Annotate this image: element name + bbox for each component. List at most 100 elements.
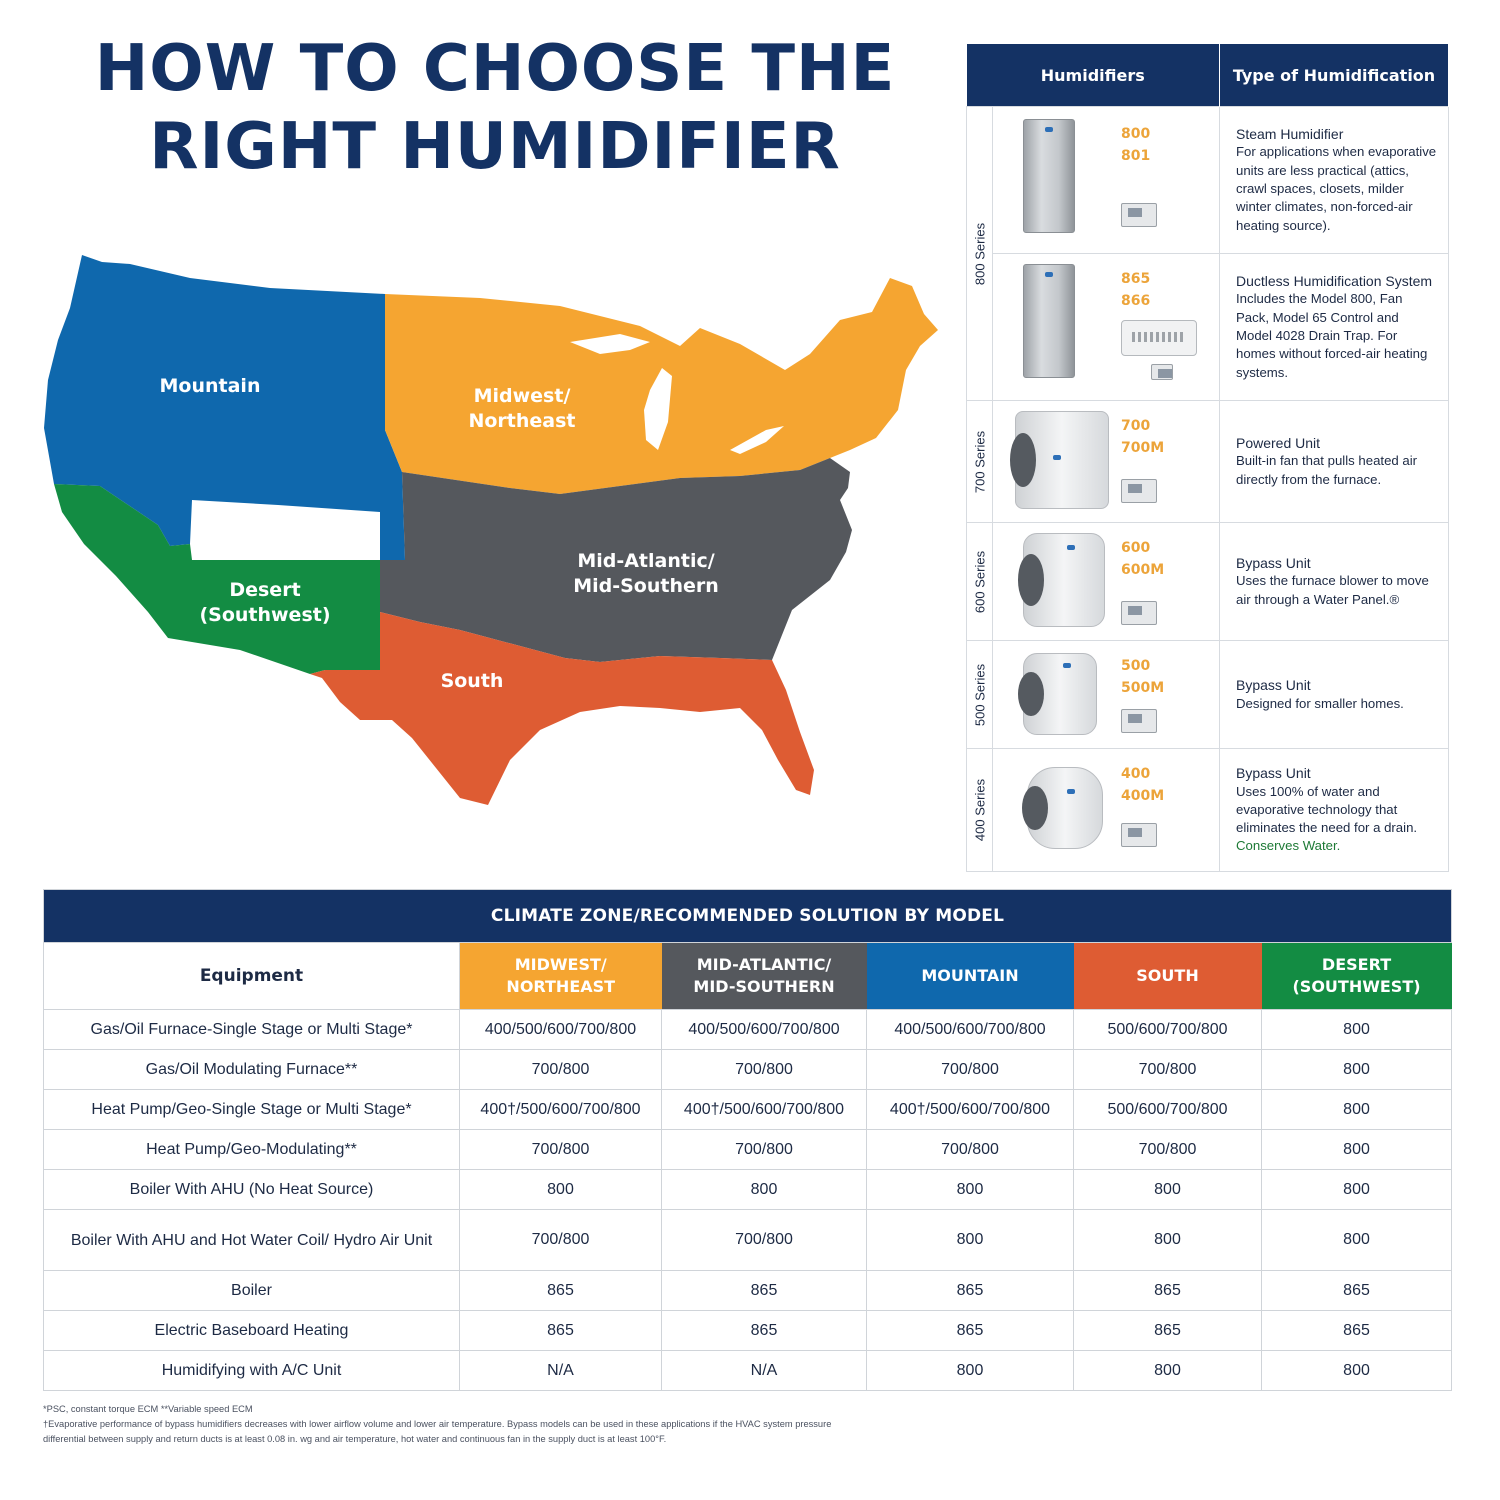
model-cell: 865 bbox=[1260, 1310, 1453, 1351]
brand-badge bbox=[1045, 272, 1053, 277]
model-cell: 700/800 bbox=[866, 1049, 1074, 1090]
model-cell: N/A bbox=[459, 1350, 662, 1391]
series-label: 400 Series bbox=[972, 778, 987, 842]
powered-unit-image bbox=[1010, 411, 1109, 509]
table-row: Gas/Oil Furnace-Single Stage or Multi St… bbox=[43, 1009, 1453, 1050]
equipment-cell: Gas/Oil Furnace-Single Stage or Multi St… bbox=[43, 1009, 460, 1050]
model-cell: 800 bbox=[866, 1350, 1074, 1391]
model-cell: 865 bbox=[1073, 1310, 1262, 1351]
model-numbers: 400 400M bbox=[1121, 763, 1164, 807]
product-image: 400 400M bbox=[993, 749, 1219, 871]
type-name: Bypass Unit bbox=[1236, 765, 1311, 782]
brand-badge bbox=[1067, 789, 1075, 794]
label-midatl-line1: Mid-Atlantic/ bbox=[577, 550, 714, 572]
conserves-water-note: Conserves Water. bbox=[1236, 838, 1341, 854]
label-desert-line2: (Southwest) bbox=[199, 604, 330, 626]
thermostat-image bbox=[1121, 823, 1157, 847]
zone-header-line: NORTHEAST bbox=[506, 977, 616, 996]
model-cell: 800 bbox=[1260, 1049, 1453, 1090]
type-description: Uses 100% of water and evaporative techn… bbox=[1236, 783, 1418, 836]
model-cell: 800 bbox=[1260, 1350, 1453, 1391]
model-cell: 700/800 bbox=[1073, 1049, 1262, 1090]
lake-superior bbox=[570, 334, 650, 354]
model-cell: 500/600/700/800 bbox=[1073, 1009, 1262, 1050]
model-cell: 400†/500/600/700/800 bbox=[661, 1089, 867, 1130]
model-cell: 800 bbox=[1073, 1209, 1262, 1271]
model-number: 865 bbox=[1121, 271, 1151, 287]
model-cell: 865 bbox=[866, 1310, 1074, 1351]
model-cell: 400/500/600/700/800 bbox=[459, 1009, 662, 1050]
series-label: 600 Series bbox=[972, 550, 987, 613]
model-number: 700M bbox=[1121, 440, 1165, 456]
footnote-evaporative: †Evaporative performance of bypass humid… bbox=[43, 1419, 832, 1444]
equipment-cell: Boiler With AHU and Hot Water Coil/ Hydr… bbox=[43, 1209, 460, 1271]
lake-erie bbox=[730, 426, 784, 454]
product-image: 865 866 bbox=[993, 254, 1219, 400]
series-label: 500 Series bbox=[972, 663, 987, 726]
model-cell: 700/800 bbox=[459, 1049, 662, 1090]
model-cell: 865 bbox=[866, 1270, 1074, 1311]
model-cell: 400†/500/600/700/800 bbox=[866, 1089, 1074, 1130]
model-number: 800 bbox=[1121, 126, 1151, 142]
model-number: 866 bbox=[1121, 293, 1151, 309]
humidifier-row: 600 Series 600 600M Bypass Unit Uses the… bbox=[966, 522, 1449, 641]
type-name: Steam Humidifier bbox=[1236, 126, 1344, 143]
zone-header-mountain: MOUNTAIN bbox=[866, 942, 1074, 1010]
table-row: Humidifying with A/C Unit N/A N/A 800 800 800 bbox=[43, 1350, 1453, 1391]
model-cell: N/A bbox=[661, 1350, 867, 1391]
model-cell: 800 bbox=[1073, 1350, 1262, 1391]
type-description: Designed for smaller homes. bbox=[1236, 695, 1404, 711]
bypass-unit-image bbox=[1018, 653, 1097, 735]
label-midatl-line2: Mid-Southern bbox=[573, 575, 719, 597]
model-number: 400M bbox=[1121, 788, 1165, 804]
product-image: 700 700M bbox=[993, 401, 1219, 522]
label-mountain: Mountain bbox=[160, 375, 261, 397]
model-numbers: 700 700M bbox=[1121, 415, 1164, 459]
thermostat-image bbox=[1121, 479, 1157, 503]
model-cell: 800 bbox=[866, 1169, 1074, 1210]
type-name: Bypass Unit bbox=[1236, 677, 1311, 694]
zone-header-line: MID-ATLANTIC/ bbox=[696, 955, 832, 974]
model-cell: 500/600/700/800 bbox=[1073, 1089, 1262, 1130]
model-cell: 700/800 bbox=[1073, 1129, 1262, 1170]
model-cell: 865 bbox=[661, 1270, 867, 1311]
humidifier-row: 500 Series 500 500M Bypass Unit Designed… bbox=[966, 640, 1449, 749]
model-number: 500M bbox=[1121, 680, 1165, 696]
bypass-unit-image bbox=[1022, 767, 1103, 849]
model-cell: 800 bbox=[866, 1209, 1074, 1271]
humidifier-row: 865 866 Ductless Humidification System I… bbox=[967, 253, 1449, 401]
model-cell: 800 bbox=[1260, 1169, 1453, 1210]
model-cell: 400/500/600/700/800 bbox=[866, 1009, 1074, 1050]
region-mountain bbox=[44, 255, 405, 560]
humidifier-row: 800 Series 800 801 Steam Humidifier For … bbox=[966, 106, 1449, 401]
model-number: 600M bbox=[1121, 562, 1165, 578]
model-cell: 800 bbox=[1260, 1009, 1453, 1050]
model-cell: 700/800 bbox=[459, 1209, 662, 1271]
thermostat-image bbox=[1121, 601, 1157, 625]
type-description: Includes the Model 800, Fan Pack, Model … bbox=[1236, 291, 1428, 380]
model-cell: 700/800 bbox=[661, 1049, 867, 1090]
region-south bbox=[310, 612, 814, 805]
region-desert bbox=[54, 484, 380, 674]
model-cell: 865 bbox=[1260, 1270, 1453, 1311]
page-title: HOW TO CHOOSE THE RIGHT HUMIDIFIER bbox=[30, 30, 960, 186]
type-description: For applications when evaporative units … bbox=[1236, 144, 1437, 233]
model-cell: 800 bbox=[459, 1169, 662, 1210]
model-cell: 700/800 bbox=[661, 1209, 867, 1271]
model-cell: 865 bbox=[459, 1310, 662, 1351]
control-image bbox=[1151, 364, 1173, 380]
product-image: 800 801 bbox=[993, 107, 1219, 253]
model-cell: 800 bbox=[1260, 1089, 1453, 1130]
zone-header-line: MIDWEST/ bbox=[514, 955, 607, 974]
equipment-cell: Heat Pump/Geo-Single Stage or Multi Stag… bbox=[43, 1089, 460, 1130]
steam-humidifier-image bbox=[1023, 264, 1075, 378]
header-type: Type of Humidification bbox=[1219, 44, 1449, 107]
table-row: Gas/Oil Modulating Furnace** 700/800 700/8… bbox=[43, 1049, 1453, 1090]
brand-badge bbox=[1063, 663, 1071, 668]
lake-michigan bbox=[644, 368, 672, 450]
model-numbers: 500 500M bbox=[1121, 655, 1164, 699]
region-mid-atlantic bbox=[380, 458, 852, 662]
zone-header-line: DESERT bbox=[1321, 955, 1392, 974]
equipment-cell: Electric Baseboard Heating bbox=[43, 1310, 460, 1351]
zone-header-line: MID-SOUTHERN bbox=[693, 977, 835, 996]
